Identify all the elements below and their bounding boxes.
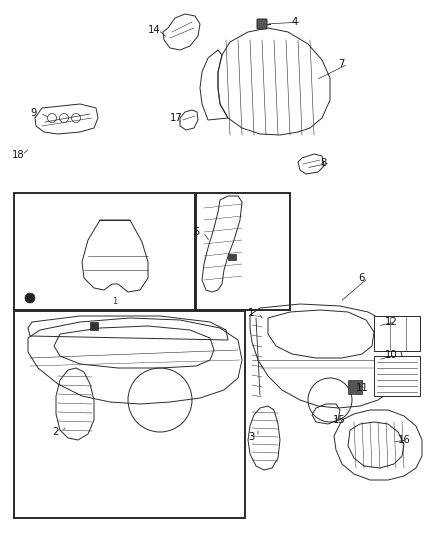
Bar [348, 380, 362, 394]
Text: 1: 1 [248, 308, 254, 318]
Text: 11: 11 [356, 383, 369, 393]
Text: 3: 3 [248, 432, 254, 442]
Text: 5: 5 [193, 227, 199, 237]
Text: 4: 4 [292, 17, 298, 27]
Text: 8: 8 [320, 158, 326, 168]
Text: 10: 10 [385, 350, 398, 360]
Text: 2: 2 [52, 427, 58, 437]
Text: 6: 6 [358, 273, 364, 283]
Bar [374, 316, 420, 351]
Text: 12: 12 [385, 317, 398, 327]
Bar [228, 254, 236, 260]
Bar [14, 193, 195, 310]
Text: 1: 1 [113, 297, 118, 306]
Text: 18: 18 [12, 150, 25, 160]
FancyBboxPatch shape [257, 19, 267, 29]
Text: 9: 9 [30, 108, 36, 118]
Text: 14: 14 [148, 25, 161, 35]
Bar [14, 311, 245, 518]
Bar [196, 193, 290, 310]
Text: 7: 7 [338, 59, 344, 69]
Bar [90, 322, 98, 330]
Text: 17: 17 [170, 113, 183, 123]
Circle shape [25, 293, 35, 303]
Text: 16: 16 [398, 435, 411, 445]
Bar [374, 356, 420, 396]
Text: 15: 15 [333, 415, 346, 425]
